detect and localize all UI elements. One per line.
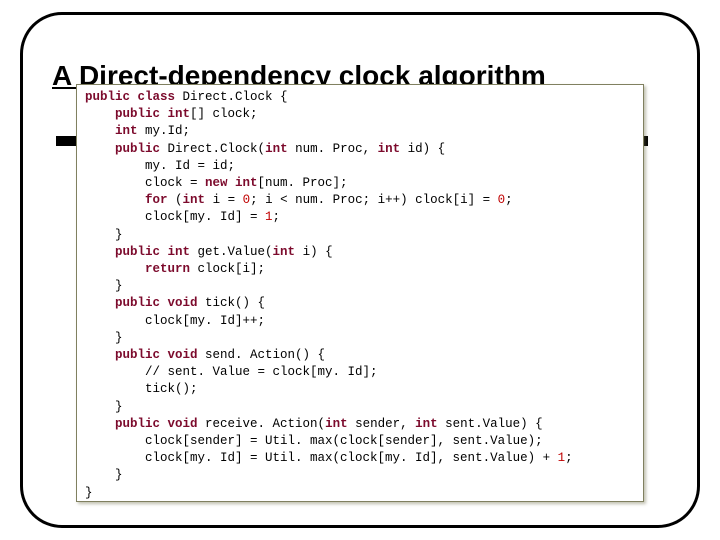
code-box: public class Direct.Clock { public int[]… [76,84,644,502]
code-content: public class Direct.Clock { public int[]… [85,89,635,502]
